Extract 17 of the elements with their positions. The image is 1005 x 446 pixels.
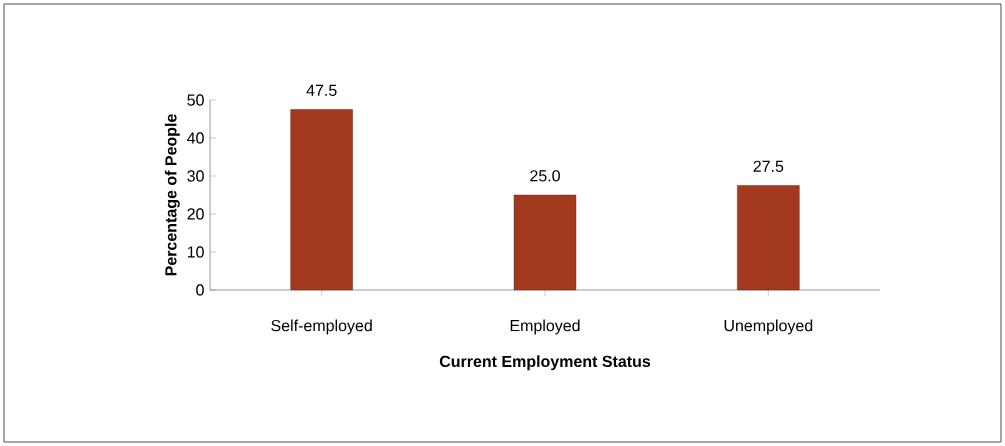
x-axis-title: Current Employment Status <box>439 355 651 371</box>
bar <box>290 109 353 291</box>
y-axis-title: Percentage of People <box>164 114 180 276</box>
x-tick-label: Employed <box>510 319 580 335</box>
data-label: 25.0 <box>530 170 560 182</box>
x-tick-label: Self-employed <box>271 319 372 335</box>
x-tick-label: Unemployed <box>724 319 813 335</box>
data-label: 47.5 <box>306 84 337 96</box>
y-tick-label: 30 <box>187 170 204 182</box>
y-tick-label: 20 <box>187 208 204 220</box>
y-tick-label: 10 <box>187 246 204 258</box>
data-label: 27.5 <box>753 160 784 172</box>
y-tick-label: 50 <box>187 94 204 106</box>
bar <box>737 185 800 291</box>
y-tick-label: 0 <box>196 284 204 296</box>
bar <box>513 194 577 291</box>
y-tick-label: 40 <box>187 132 204 144</box>
